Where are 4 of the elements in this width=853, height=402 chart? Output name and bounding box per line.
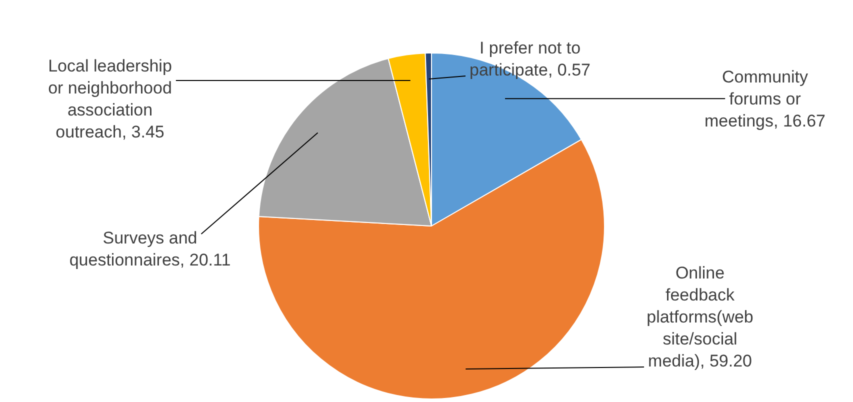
slice-label: Community forums or meetings, 16.67	[704, 68, 826, 131]
slice-label: Online feedback platforms(website/social media), 59.20	[646, 264, 754, 371]
slice-label: Local leadership or neighborhood association outreach, 3.45	[48, 56, 172, 142]
slice-label: Surveys and questionnaires, 20.11	[69, 228, 231, 270]
